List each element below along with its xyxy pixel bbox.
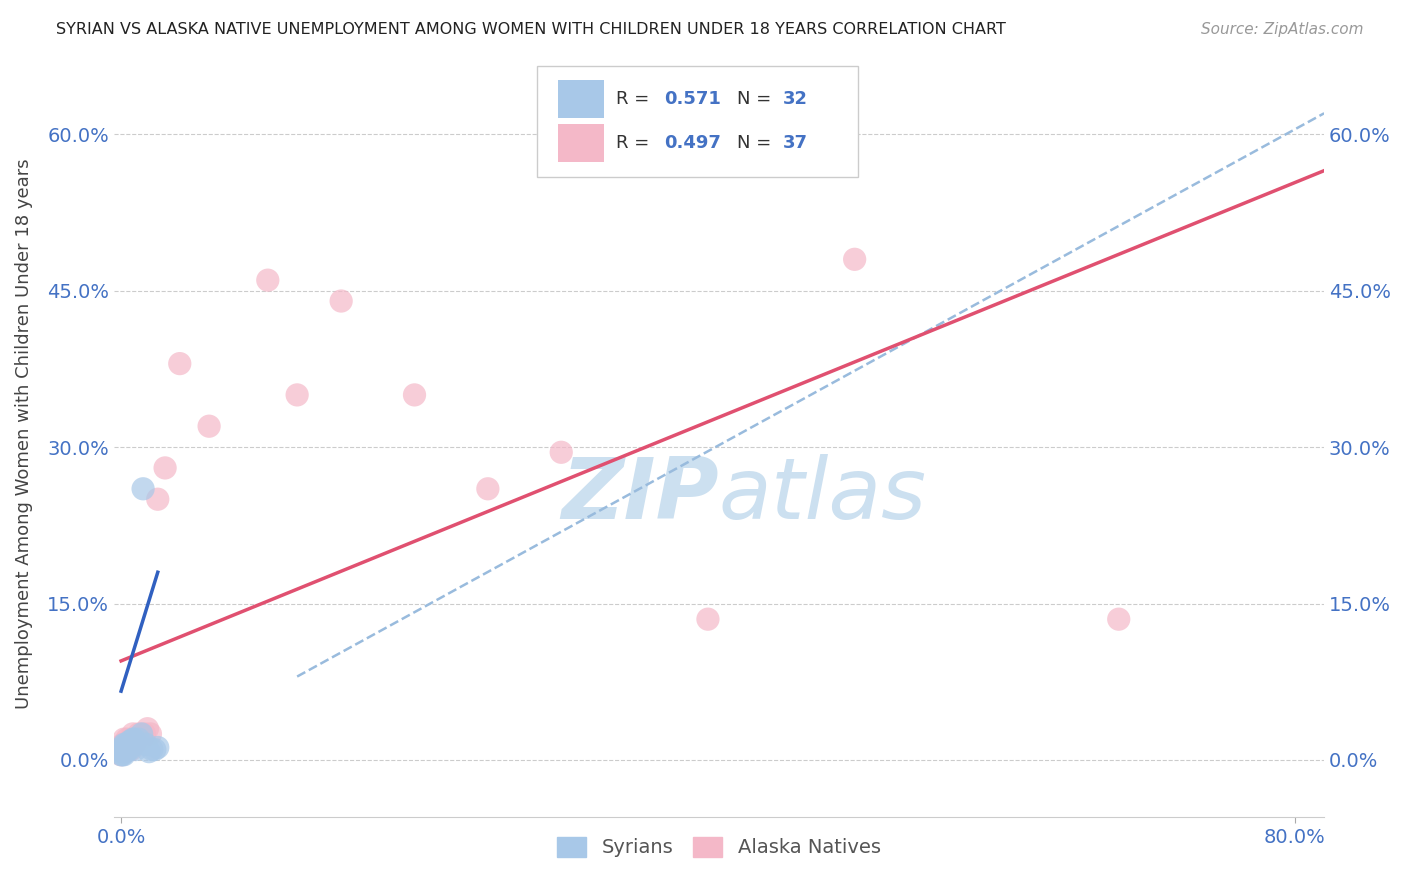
Legend: Syrians, Alaska Natives: Syrians, Alaska Natives <box>550 829 889 865</box>
Point <box>117 734 139 748</box>
Point <box>112 737 135 751</box>
Point <box>697 612 720 626</box>
Point <box>1108 612 1130 626</box>
Point <box>169 357 191 371</box>
Point <box>114 742 136 756</box>
Point <box>118 734 141 748</box>
Point <box>111 745 134 759</box>
Point <box>146 492 169 507</box>
Point <box>128 727 150 741</box>
Text: N =: N = <box>737 134 778 152</box>
Point <box>115 740 138 755</box>
Point <box>111 747 134 762</box>
Point <box>117 742 139 756</box>
Point <box>124 732 146 747</box>
FancyBboxPatch shape <box>537 66 858 178</box>
Point <box>285 388 308 402</box>
Point <box>125 732 148 747</box>
Point <box>111 740 134 755</box>
Point <box>141 742 163 756</box>
Point <box>112 732 135 747</box>
Point <box>111 742 134 756</box>
Point <box>118 740 141 755</box>
Point <box>118 742 141 756</box>
Point <box>120 737 142 751</box>
Point <box>121 737 143 751</box>
Point <box>111 745 134 759</box>
Point <box>477 482 499 496</box>
Point <box>121 727 143 741</box>
Point <box>115 742 138 756</box>
Point <box>404 388 426 402</box>
Point <box>115 732 138 747</box>
Point <box>120 742 142 756</box>
Point <box>111 737 134 751</box>
Point <box>118 737 141 751</box>
Text: atlas: atlas <box>718 454 927 537</box>
Point <box>132 482 155 496</box>
Point <box>143 742 166 756</box>
Point <box>124 737 146 751</box>
Point <box>153 461 176 475</box>
Text: R =: R = <box>616 90 655 108</box>
Point <box>330 293 353 308</box>
FancyBboxPatch shape <box>558 123 605 161</box>
Point <box>117 737 139 751</box>
Text: ZIP: ZIP <box>561 454 718 537</box>
Point <box>134 727 156 741</box>
Point <box>112 737 135 751</box>
Point <box>112 747 135 762</box>
Text: 32: 32 <box>783 90 808 108</box>
Point <box>114 737 136 751</box>
Point <box>139 727 162 741</box>
Point <box>115 742 138 756</box>
Point <box>135 737 157 751</box>
Text: 0.571: 0.571 <box>665 90 721 108</box>
Point <box>256 273 278 287</box>
Point <box>117 742 139 756</box>
Text: Source: ZipAtlas.com: Source: ZipAtlas.com <box>1201 22 1364 37</box>
Point <box>114 745 136 759</box>
Point <box>112 742 135 756</box>
Text: R =: R = <box>616 134 655 152</box>
Point <box>112 745 135 759</box>
Point <box>131 732 153 747</box>
Point <box>114 737 136 751</box>
Point <box>121 737 143 751</box>
Point <box>844 252 866 267</box>
Text: 37: 37 <box>783 134 808 152</box>
Point <box>131 727 153 741</box>
Point <box>110 747 132 762</box>
Point <box>550 445 572 459</box>
Point <box>136 722 159 736</box>
Point <box>138 745 160 759</box>
Point <box>110 747 132 762</box>
Point <box>127 737 149 751</box>
Text: 0.497: 0.497 <box>665 134 721 152</box>
Point <box>114 745 136 759</box>
Text: N =: N = <box>737 90 778 108</box>
Point <box>112 742 135 756</box>
Text: SYRIAN VS ALASKA NATIVE UNEMPLOYMENT AMONG WOMEN WITH CHILDREN UNDER 18 YEARS CO: SYRIAN VS ALASKA NATIVE UNEMPLOYMENT AMO… <box>56 22 1007 37</box>
Point <box>128 732 150 747</box>
Point <box>121 732 143 747</box>
Y-axis label: Unemployment Among Women with Children Under 18 years: Unemployment Among Women with Children U… <box>15 159 32 709</box>
Point <box>198 419 221 434</box>
Point <box>125 742 148 756</box>
FancyBboxPatch shape <box>558 79 605 118</box>
Point <box>146 740 169 755</box>
